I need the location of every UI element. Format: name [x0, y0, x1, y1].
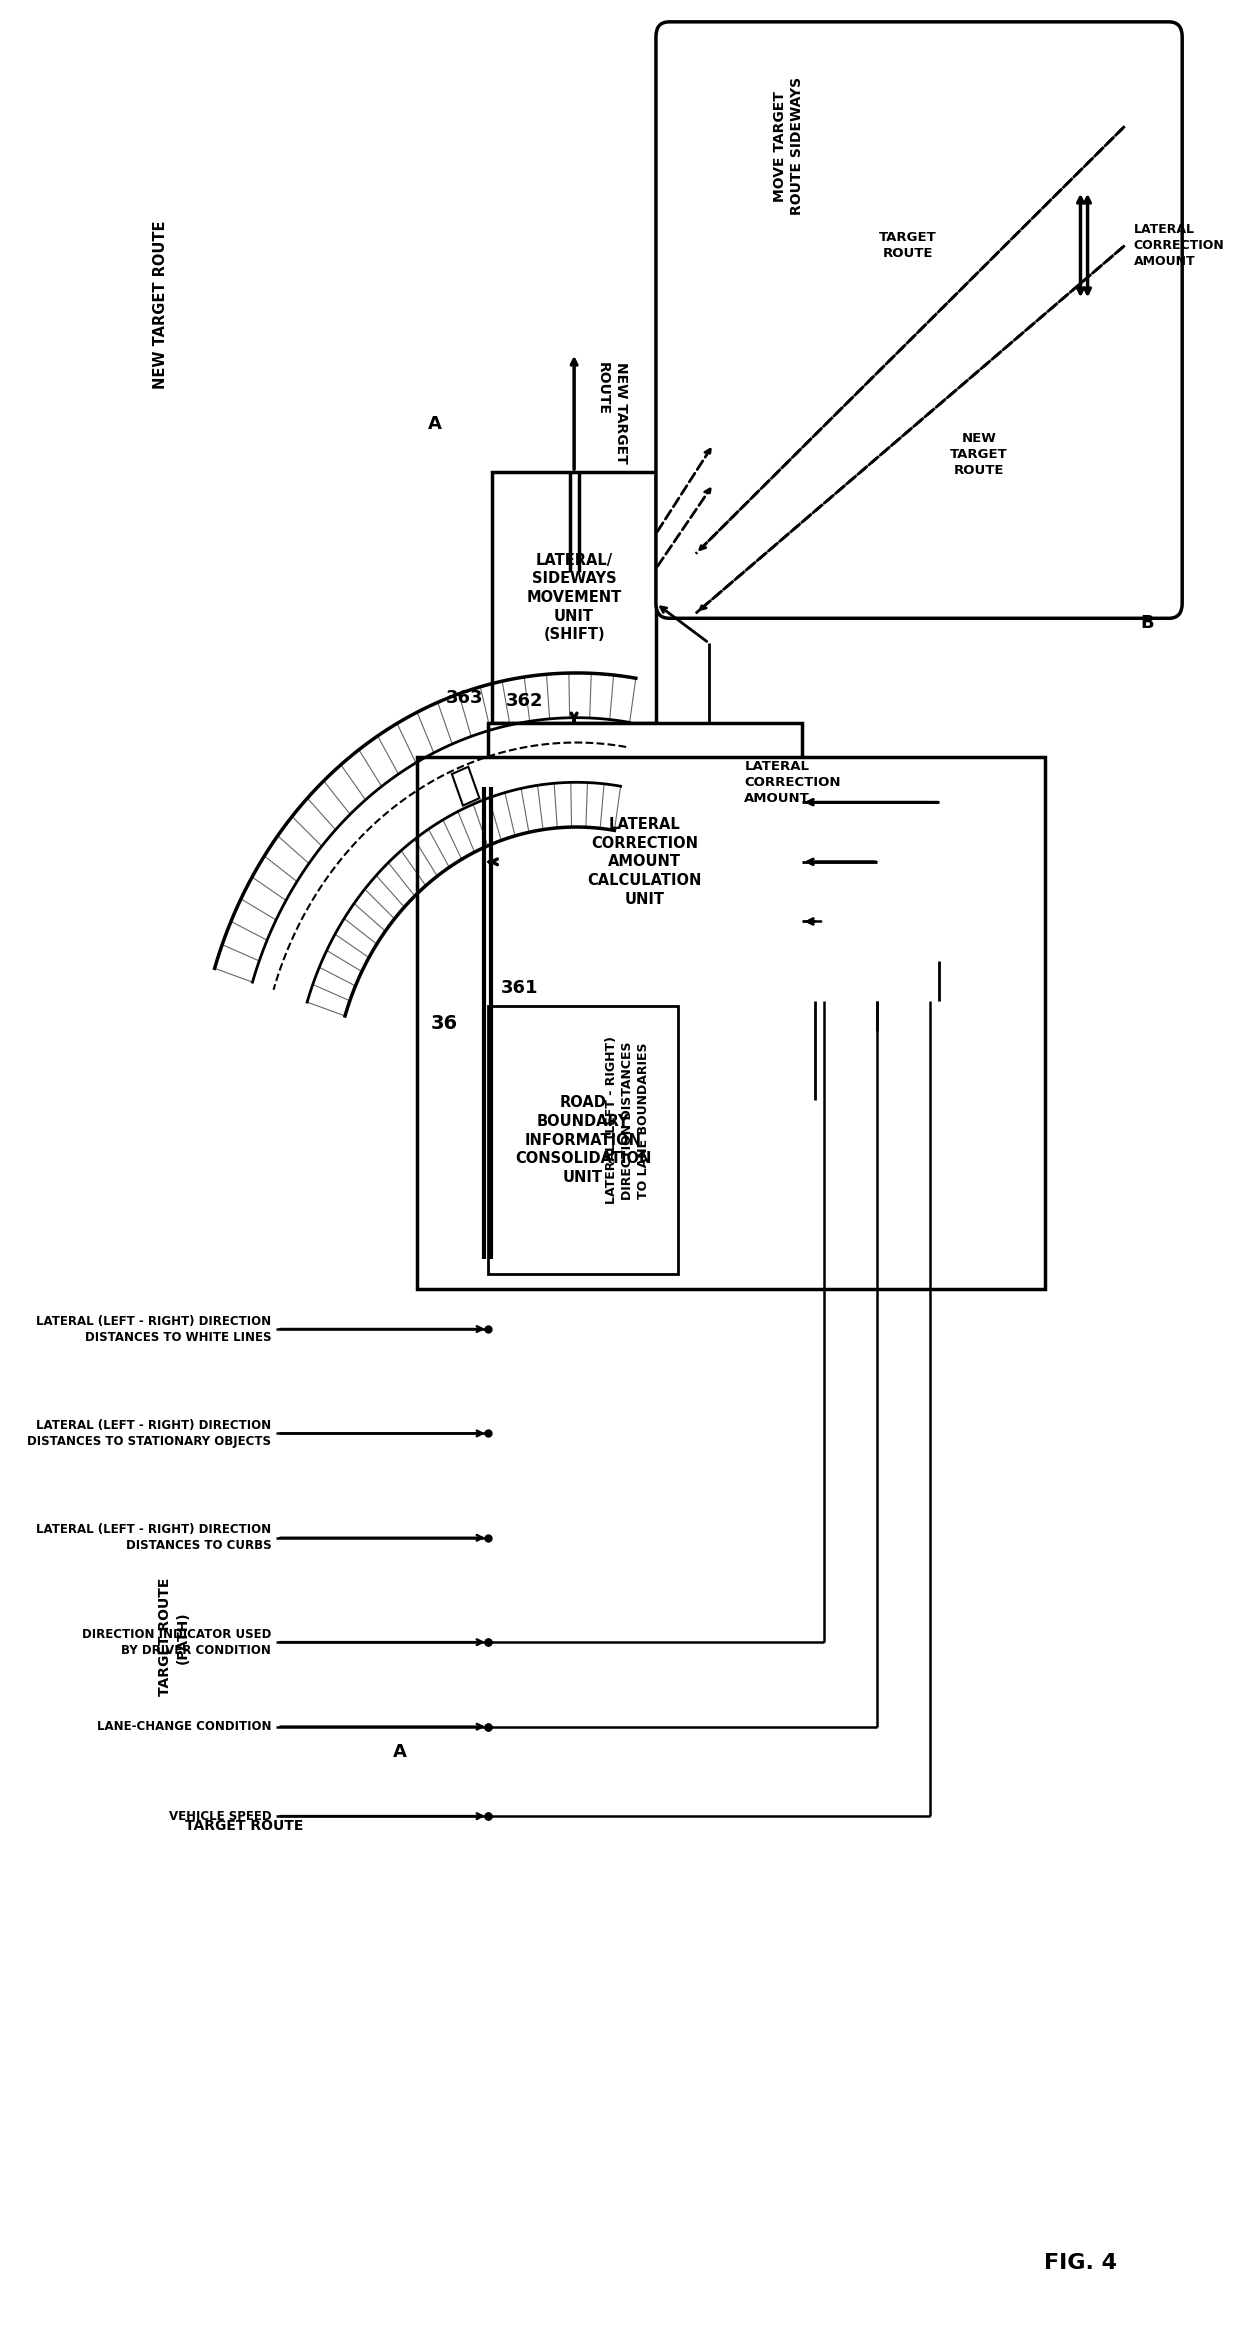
Text: VEHICLE SPEED: VEHICLE SPEED — [169, 1810, 272, 1824]
Bar — [417, 757, 1045, 1289]
Text: DIRECTION INDICATOR USED
BY DRIVER CONDITION: DIRECTION INDICATOR USED BY DRIVER CONDI… — [82, 1627, 272, 1656]
Text: LATERAL
CORRECTION
AMOUNT
CALCULATION
UNIT: LATERAL CORRECTION AMOUNT CALCULATION UN… — [588, 817, 702, 906]
Text: LATERAL (LEFT - RIGHT) DIRECTION
DISTANCES TO WHITE LINES: LATERAL (LEFT - RIGHT) DIRECTION DISTANC… — [36, 1315, 272, 1343]
Text: LATERAL
CORRECTION
AMOUNT: LATERAL CORRECTION AMOUNT — [744, 759, 841, 806]
Text: LANE-CHANGE CONDITION: LANE-CHANGE CONDITION — [97, 1721, 272, 1733]
Text: 363: 363 — [446, 689, 484, 708]
Bar — [451, 766, 480, 806]
Bar — [487, 722, 802, 1002]
Text: A: A — [393, 1742, 407, 1761]
Bar — [487, 1006, 678, 1275]
Text: LATERAL (LEFT - RIGHT) DIRECTION
DISTANCES TO STATIONARY OBJECTS: LATERAL (LEFT - RIGHT) DIRECTION DISTANC… — [27, 1420, 272, 1448]
Text: MOVE TARGET
ROUTE SIDEWAYS: MOVE TARGET ROUTE SIDEWAYS — [773, 77, 805, 215]
Text: TARGET ROUTE: TARGET ROUTE — [186, 1819, 304, 1833]
Text: NEW TARGET
ROUTE: NEW TARGET ROUTE — [596, 362, 627, 462]
Text: NEW
TARGET
ROUTE: NEW TARGET ROUTE — [950, 432, 1008, 476]
Text: NEW TARGET ROUTE: NEW TARGET ROUTE — [153, 222, 169, 390]
Text: 361: 361 — [501, 978, 538, 997]
Text: LATERAL
CORRECTION
AMOUNT: LATERAL CORRECTION AMOUNT — [1133, 224, 1224, 269]
Text: B: B — [1140, 614, 1153, 633]
Text: 362: 362 — [506, 691, 543, 710]
Text: A: A — [428, 416, 441, 434]
Bar — [492, 472, 656, 722]
Text: LATERAL/
SIDEWAYS
MOVEMENT
UNIT
(SHIFT): LATERAL/ SIDEWAYS MOVEMENT UNIT (SHIFT) — [527, 553, 621, 642]
FancyBboxPatch shape — [656, 21, 1182, 619]
Text: TARGET ROUTE
(PATH): TARGET ROUTE (PATH) — [159, 1578, 190, 1695]
Text: FIG. 4: FIG. 4 — [1044, 2253, 1117, 2274]
Text: ROAD
BOUNDARY
INFORMATION
CONSOLIDATION
UNIT: ROAD BOUNDARY INFORMATION CONSOLIDATION … — [515, 1095, 651, 1184]
Text: 36: 36 — [430, 1013, 458, 1032]
Text: LATERAL (LEFT - RIGHT) DIRECTION
DISTANCES TO CURBS: LATERAL (LEFT - RIGHT) DIRECTION DISTANC… — [36, 1522, 272, 1553]
Text: TARGET
ROUTE: TARGET ROUTE — [879, 231, 937, 259]
Text: LATERAL (LEFT - RIGHT)
DIRECTION DISTANCES
TO LANE BOUNDARIES: LATERAL (LEFT - RIGHT) DIRECTION DISTANC… — [605, 1037, 650, 1205]
